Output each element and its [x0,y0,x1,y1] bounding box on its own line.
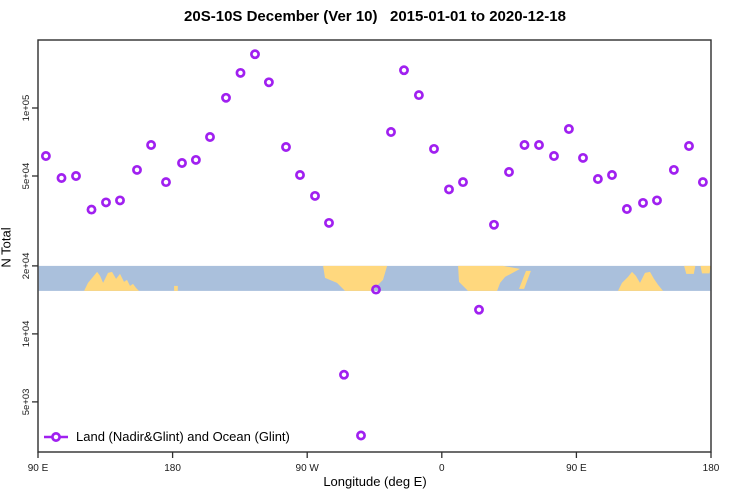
land-polygon-australia [84,271,139,291]
land-polygon-australia_repeat [618,271,663,291]
data-point [652,195,662,206]
x-axis-label: Longitude (deg E) [323,474,427,489]
data-point [132,164,142,175]
data-point [115,195,125,206]
y-tick-label: 1e+05 [21,95,32,122]
data-point [549,151,559,161]
data-point [592,174,603,184]
data-point [40,151,51,161]
data-point [444,184,454,195]
x-tick-label: 90 E [566,463,587,474]
land-polygon-africa [458,265,520,291]
data-point [458,177,468,188]
legend-marker-icon [51,432,61,442]
x-tick-label: 90 W [296,463,320,474]
y-tick-label: 5e+04 [21,163,32,190]
land-polygon-fiji_fleck [174,285,178,291]
data-point [71,171,81,181]
data-point [190,154,201,165]
data-point [161,177,171,188]
data-point [310,190,320,201]
data-point [356,430,366,441]
data-point [324,217,334,228]
data-point [295,170,305,180]
data-point [668,164,679,175]
data-point [638,197,648,208]
land-polygon-new_guinea_fleck_1 [684,265,696,274]
data-point [474,304,484,315]
x-tick-label: 0 [439,463,445,474]
data-point [621,204,632,214]
data-point [263,77,274,88]
data-point [697,177,708,188]
data-point [429,143,439,154]
x-tick-label: 90 E [28,463,49,474]
data-point [607,170,617,180]
data-point [386,127,396,137]
data-point [250,49,260,60]
data-point [413,90,424,101]
data-point [221,92,231,103]
data-point [578,152,588,163]
x-tick-label: 180 [703,463,720,474]
legend-label: Land (Nadir&Glint) and Ocean (Glint) [76,429,290,444]
x-tick-label: 180 [164,463,181,474]
data-point [534,140,544,150]
data-point [235,67,246,78]
land-polygon-madagascar [519,270,531,289]
data-point [56,173,67,183]
data-point [281,142,291,152]
land-polygon-south_america [323,265,388,291]
data-point [146,140,157,150]
data-point [489,219,499,230]
data-point [684,141,694,151]
land-polygon-new_guinea_fleck_2 [700,265,711,274]
plot-border [37,39,712,453]
data-point [371,284,381,295]
data-point [399,65,409,76]
data-point [504,167,514,177]
data-point [177,158,187,168]
y-tick-label: 5e+03 [21,389,32,416]
data-point [205,132,215,142]
data-point [339,369,349,380]
plot-title: 20S-10S December (Ver 10) 2015-01-01 to … [184,8,566,25]
y-tick-label: 2e+04 [21,253,32,280]
data-point [101,197,111,208]
data-point [519,140,530,150]
data-point [563,124,574,134]
y-tick-label: 1e+04 [21,321,32,348]
data-point [86,204,97,215]
